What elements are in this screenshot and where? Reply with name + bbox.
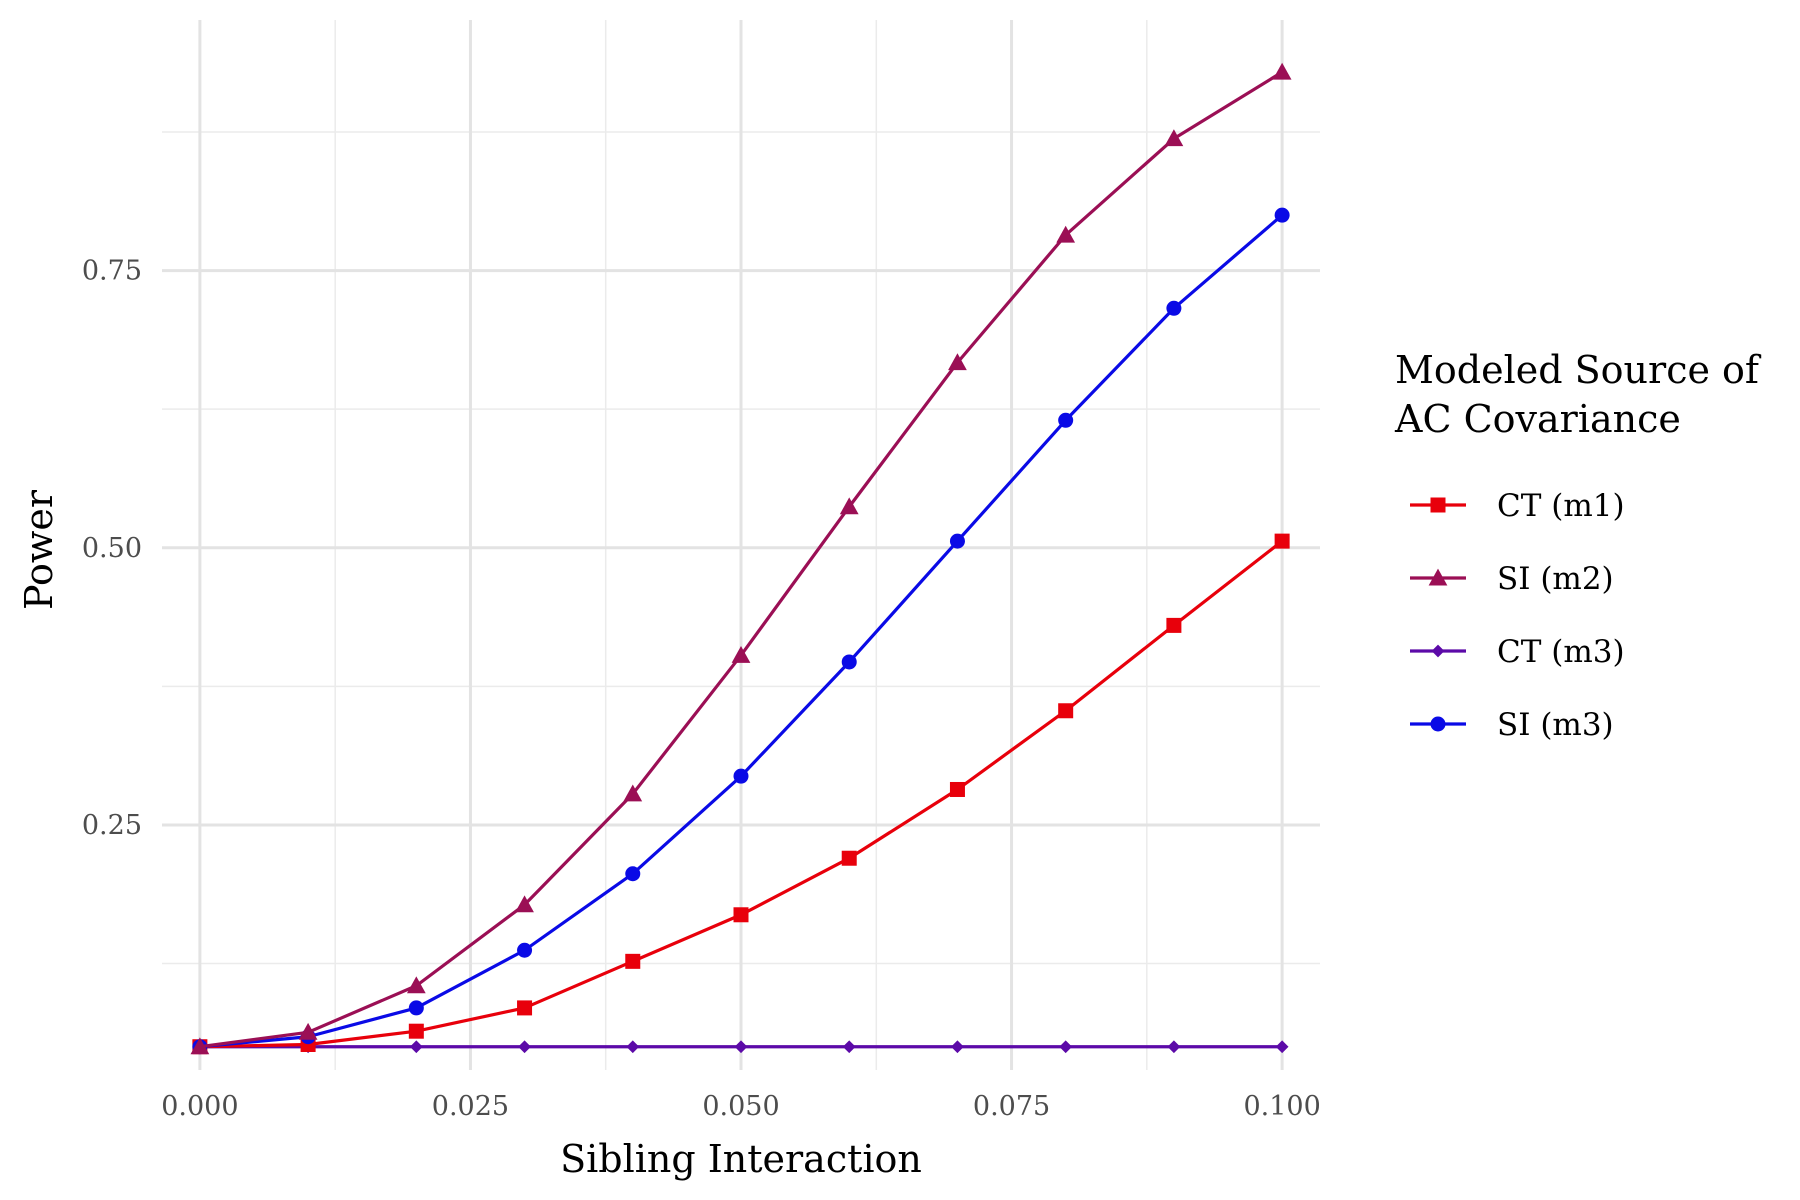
data-point <box>949 533 965 549</box>
data-point <box>1164 129 1184 147</box>
data-point <box>515 895 534 913</box>
data-point <box>190 1037 210 1055</box>
data-point <box>839 497 859 515</box>
legend-title-line-2: AC Covariance <box>1394 397 1681 441</box>
y-tick-label: 0.50 <box>82 533 142 564</box>
legend-label: CT (m3) <box>1497 634 1625 670</box>
legend-marker <box>1430 497 1446 513</box>
data-point <box>408 1023 424 1039</box>
series-si-m3 <box>192 207 1290 1055</box>
series-si-m2 <box>190 62 1292 1055</box>
data-point <box>1167 1040 1181 1054</box>
data-point <box>625 866 641 882</box>
y-axis-title: Power <box>17 489 61 610</box>
legend-marker <box>1431 644 1445 658</box>
data-point <box>408 1000 424 1016</box>
legend-title-line-1: Modeled Source of <box>1395 348 1762 392</box>
data-point <box>1058 703 1074 719</box>
data-point <box>518 1040 531 1054</box>
data-point <box>1274 207 1290 223</box>
data-point <box>1274 533 1290 549</box>
data-point <box>1059 1040 1073 1054</box>
data-point <box>1272 62 1292 80</box>
data-point <box>731 645 751 663</box>
x-axis-ticks: 0.000 0.025 0.050 0.075 0.100 <box>161 1091 1321 1122</box>
data-point <box>951 1040 964 1054</box>
data-point <box>409 1040 423 1054</box>
legend-item-si-m2: SI (m2) <box>1410 561 1614 597</box>
data-point <box>625 953 641 969</box>
legend-marker <box>1428 568 1448 586</box>
x-tick-label: 0.075 <box>973 1091 1050 1122</box>
x-tick-label: 0.100 <box>1243 1091 1320 1122</box>
x-axis-title: Sibling Interaction <box>560 1137 922 1181</box>
x-tick-label: 0.000 <box>161 1091 238 1122</box>
y-axis-ticks: 0.25 0.50 0.75 <box>82 256 142 841</box>
data-point <box>1275 1040 1289 1054</box>
data-point <box>626 1040 640 1054</box>
series-ct-m3 <box>193 1040 1289 1054</box>
legend-label: CT (m1) <box>1497 488 1625 524</box>
data-point <box>1166 617 1182 633</box>
legend: Modeled Source of AC Covariance CT (m1) S… <box>1394 348 1762 743</box>
data-point <box>841 850 857 866</box>
legend-item-si-m3: SI (m3) <box>1410 707 1614 743</box>
legend-label: SI (m3) <box>1497 707 1614 743</box>
legend-items: CT (m1) SI (m2) CT (m3) SI (m3) <box>1410 488 1625 743</box>
x-tick-label: 0.050 <box>702 1091 779 1122</box>
y-tick-label: 0.75 <box>82 256 142 287</box>
data-point <box>733 768 749 784</box>
data-point <box>842 1040 856 1054</box>
x-tick-label: 0.025 <box>432 1091 509 1122</box>
data-point <box>948 353 967 371</box>
data-point <box>517 942 533 958</box>
data-point <box>406 976 426 994</box>
data-point <box>298 1022 318 1040</box>
data-point <box>949 781 965 797</box>
series-layer <box>190 62 1292 1055</box>
legend-marker <box>1430 716 1446 732</box>
data-point <box>1056 225 1076 243</box>
data-point <box>734 1040 748 1054</box>
legend-item-ct-m3: CT (m3) <box>1410 634 1625 670</box>
data-point <box>1166 300 1182 316</box>
legend-item-ct-m1: CT (m1) <box>1410 488 1625 524</box>
data-point <box>733 907 749 923</box>
legend-label: SI (m2) <box>1497 561 1614 597</box>
data-point <box>841 654 857 670</box>
y-tick-label: 0.25 <box>82 810 142 841</box>
data-point <box>623 784 643 802</box>
data-point <box>517 1000 533 1016</box>
data-point <box>1058 412 1074 428</box>
